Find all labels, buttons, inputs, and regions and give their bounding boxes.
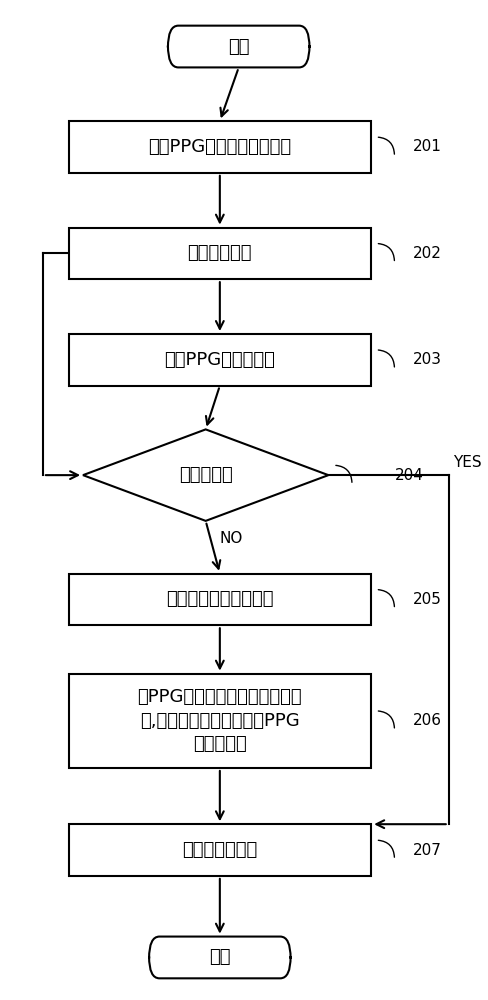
FancyArrowPatch shape (335, 465, 351, 482)
FancyArrowPatch shape (378, 137, 394, 154)
Text: 计算加速度信号的频谱: 计算加速度信号的频谱 (166, 590, 273, 608)
Polygon shape (83, 429, 328, 521)
Text: 计算心率估计值: 计算心率估计值 (182, 841, 257, 859)
Bar (69, 334, 370, 386)
Text: 判断人体状态: 判断人体状态 (187, 244, 252, 262)
Text: YES: YES (452, 455, 481, 470)
Text: 结束: 结束 (209, 948, 230, 966)
FancyBboxPatch shape (167, 26, 309, 67)
Bar (69, 228, 370, 279)
Text: 开始: 开始 (227, 38, 249, 56)
FancyArrowPatch shape (378, 244, 394, 261)
Text: 205: 205 (412, 592, 441, 607)
Text: 203: 203 (412, 352, 442, 367)
Text: 204: 204 (394, 468, 423, 483)
Text: 从PPG信号的频谱中去除运动噪
声,得到去除了运动噪声的PPG
信号的频谱: 从PPG信号的频谱中去除运动噪 声,得到去除了运动噪声的PPG 信号的频谱 (137, 688, 302, 753)
Text: 接收PPG信号和加速度信号: 接收PPG信号和加速度信号 (148, 138, 291, 156)
Text: 201: 201 (412, 139, 441, 154)
FancyBboxPatch shape (149, 937, 290, 978)
FancyArrowPatch shape (378, 590, 394, 607)
Text: 207: 207 (412, 843, 441, 858)
Bar (69, 121, 370, 173)
Text: 计算PPG信号的频谱: 计算PPG信号的频谱 (164, 351, 275, 369)
Text: NO: NO (220, 531, 243, 546)
Text: 202: 202 (412, 246, 441, 261)
Text: 是否为静止: 是否为静止 (179, 466, 232, 484)
Bar (69, 574, 370, 625)
Text: 206: 206 (412, 713, 442, 728)
Bar (69, 824, 370, 876)
FancyArrowPatch shape (378, 350, 394, 367)
FancyArrowPatch shape (378, 840, 394, 857)
Bar (69, 674, 370, 768)
FancyArrowPatch shape (378, 711, 394, 728)
